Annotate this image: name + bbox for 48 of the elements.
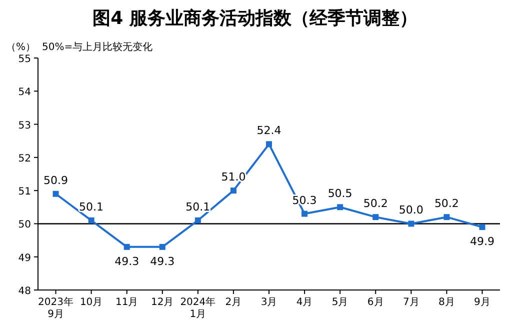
point xyxy=(372,214,379,220)
data-label: 50.1 xyxy=(186,200,210,214)
y-tick-label: 53 xyxy=(18,120,31,132)
data-label: 50.2 xyxy=(363,197,388,210)
data-label: 50.2 xyxy=(434,197,459,210)
y-tick-label: 51 xyxy=(18,186,31,198)
point xyxy=(159,244,166,250)
data-label: 49.3 xyxy=(114,254,140,268)
x-tick-label: 6月 xyxy=(367,297,384,308)
point xyxy=(124,244,130,250)
data-label: 50.9 xyxy=(44,174,68,187)
y-tick-label: 50 xyxy=(18,220,31,231)
point xyxy=(266,141,272,148)
data-label: 52.4 xyxy=(256,124,282,138)
x-tick-label: 8月 xyxy=(438,297,455,308)
data-label: 50.1 xyxy=(79,200,104,214)
x-tick-label: 10月 xyxy=(80,297,103,308)
y-tick-label: 49 xyxy=(18,252,31,264)
data-label: 49.3 xyxy=(150,254,175,268)
x-tick-label: 12月 xyxy=(151,297,174,308)
point xyxy=(230,188,236,194)
point xyxy=(479,224,486,230)
x-tick-label: 9月 xyxy=(474,297,490,308)
x-tick-label: 5月 xyxy=(332,297,348,308)
point xyxy=(408,220,414,227)
point xyxy=(88,217,94,224)
point xyxy=(302,210,308,217)
point xyxy=(444,214,450,220)
y-axis-title: （%） xyxy=(6,42,36,53)
x-tick-label: 4月 xyxy=(296,297,313,308)
point xyxy=(194,217,201,224)
x-tick-label: 3月 xyxy=(260,297,278,308)
x-tick-label: 2024年 1月 xyxy=(180,296,216,320)
title: 图4 服务业商务活动指数（经季节调整） xyxy=(92,8,418,29)
x-tick-label: 11月 xyxy=(115,297,138,308)
data-label: 49.9 xyxy=(470,235,494,248)
x-tick-label: 2023年 9月 xyxy=(38,296,74,320)
point xyxy=(337,204,344,210)
x-tick-label: 7月 xyxy=(402,297,420,308)
data-label: 50.0 xyxy=(398,204,424,217)
y-tick-label: 54 xyxy=(18,87,31,98)
y-tick-label: 52 xyxy=(18,153,31,164)
y-tick-label: 48 xyxy=(18,286,31,297)
data-label: 50.5 xyxy=(328,187,352,200)
text: 50%=与上月比较无变化 xyxy=(42,41,153,53)
x-tick-label: 2月 xyxy=(225,297,242,308)
y-tick-label: 55 xyxy=(18,54,31,65)
point xyxy=(52,190,59,197)
